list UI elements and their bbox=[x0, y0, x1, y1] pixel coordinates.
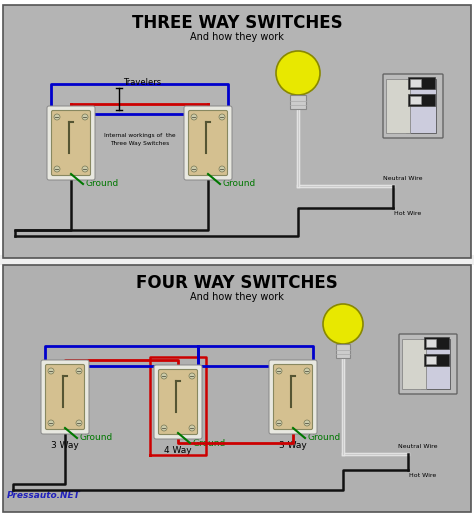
Circle shape bbox=[161, 425, 167, 431]
FancyBboxPatch shape bbox=[158, 369, 198, 435]
Text: Three Way Switches: Three Way Switches bbox=[110, 141, 169, 146]
Circle shape bbox=[82, 114, 88, 120]
Bar bbox=[410, 96, 421, 104]
Text: Travelers: Travelers bbox=[123, 78, 161, 87]
Bar bbox=[0, 255, 474, 265]
Circle shape bbox=[161, 373, 167, 379]
Circle shape bbox=[191, 166, 197, 172]
Circle shape bbox=[54, 114, 60, 120]
Bar bbox=[426, 339, 436, 347]
Bar bbox=[3, 5, 471, 258]
Bar bbox=[406, 79, 436, 133]
Bar bbox=[410, 79, 421, 87]
FancyBboxPatch shape bbox=[189, 111, 228, 176]
FancyBboxPatch shape bbox=[269, 360, 317, 434]
Bar bbox=[336, 344, 350, 358]
Bar bbox=[424, 354, 448, 366]
Text: Ground: Ground bbox=[223, 180, 256, 188]
FancyBboxPatch shape bbox=[184, 106, 232, 180]
Text: Neutral Wire: Neutral Wire bbox=[383, 176, 423, 181]
Text: Pressauto.NET: Pressauto.NET bbox=[7, 491, 81, 500]
Text: Internal workings of  the: Internal workings of the bbox=[104, 132, 175, 138]
Text: THREE WAY SWITCHES: THREE WAY SWITCHES bbox=[132, 14, 342, 32]
Bar bbox=[290, 95, 306, 109]
FancyBboxPatch shape bbox=[41, 360, 89, 434]
Text: Ground: Ground bbox=[308, 434, 341, 442]
Text: Hot Wire: Hot Wire bbox=[410, 473, 437, 478]
Circle shape bbox=[48, 420, 54, 426]
Text: Hot Wire: Hot Wire bbox=[394, 211, 422, 216]
FancyBboxPatch shape bbox=[383, 74, 443, 138]
Circle shape bbox=[191, 114, 197, 120]
Circle shape bbox=[276, 368, 282, 374]
Text: Ground: Ground bbox=[193, 438, 226, 448]
Circle shape bbox=[219, 166, 225, 172]
Circle shape bbox=[76, 420, 82, 426]
Text: Ground: Ground bbox=[80, 434, 113, 442]
Text: 3 Way: 3 Way bbox=[51, 441, 79, 450]
FancyBboxPatch shape bbox=[47, 106, 95, 180]
Text: Ground: Ground bbox=[86, 180, 119, 188]
Circle shape bbox=[189, 425, 195, 431]
Bar bbox=[3, 265, 471, 512]
Bar bbox=[426, 356, 436, 364]
Circle shape bbox=[304, 420, 310, 426]
FancyBboxPatch shape bbox=[399, 334, 457, 394]
Bar bbox=[424, 337, 448, 349]
Text: 3 Way: 3 Way bbox=[279, 441, 307, 450]
Text: Neutral Wire: Neutral Wire bbox=[398, 444, 438, 449]
FancyBboxPatch shape bbox=[273, 365, 312, 430]
Text: And how they work: And how they work bbox=[190, 32, 284, 42]
Text: FOUR WAY SWITCHES: FOUR WAY SWITCHES bbox=[136, 274, 338, 292]
Bar bbox=[409, 77, 435, 89]
Bar bbox=[402, 339, 426, 389]
Circle shape bbox=[323, 304, 363, 344]
Circle shape bbox=[82, 166, 88, 172]
Circle shape bbox=[276, 420, 282, 426]
Bar bbox=[409, 94, 435, 106]
FancyBboxPatch shape bbox=[46, 365, 84, 430]
Circle shape bbox=[48, 368, 54, 374]
Circle shape bbox=[219, 114, 225, 120]
Bar bbox=[386, 79, 410, 133]
Circle shape bbox=[189, 373, 195, 379]
Circle shape bbox=[276, 51, 320, 95]
Text: 4 Way: 4 Way bbox=[164, 446, 192, 455]
FancyBboxPatch shape bbox=[154, 365, 202, 439]
Circle shape bbox=[54, 166, 60, 172]
Circle shape bbox=[304, 368, 310, 374]
FancyBboxPatch shape bbox=[52, 111, 91, 176]
Bar bbox=[421, 339, 450, 389]
Circle shape bbox=[76, 368, 82, 374]
Text: And how they work: And how they work bbox=[190, 292, 284, 302]
